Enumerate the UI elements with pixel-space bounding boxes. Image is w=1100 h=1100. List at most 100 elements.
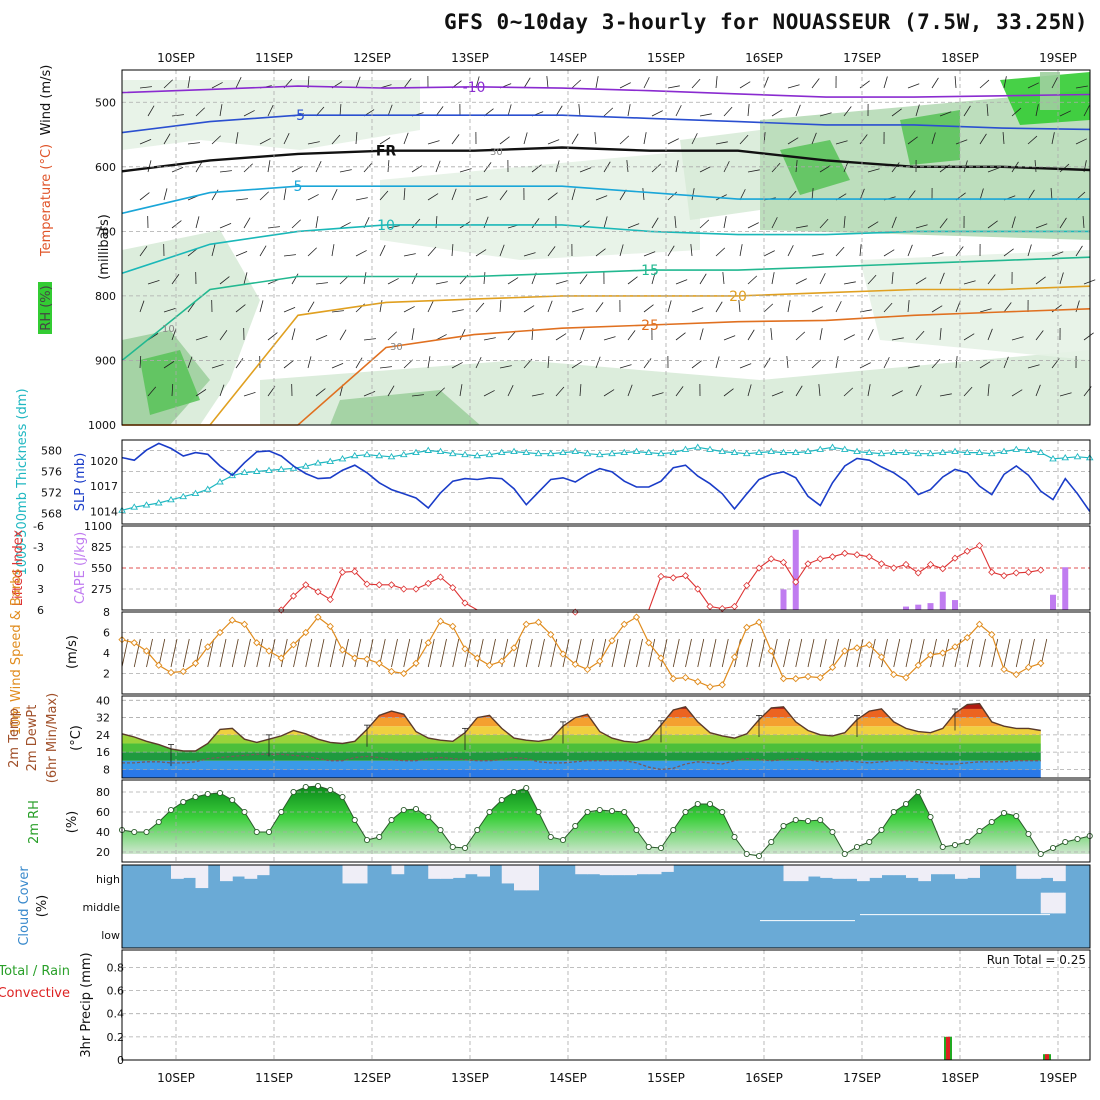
wind10-point	[657, 654, 665, 662]
wind-barb	[619, 82, 631, 89]
rh-point	[167, 806, 175, 814]
wind-barb	[235, 304, 246, 313]
cape-bar	[780, 589, 787, 610]
minmax-axis-label: (6hr Min/Max)	[45, 693, 60, 783]
cloud-high-gap	[452, 865, 466, 878]
lifted-line	[122, 544, 1041, 611]
thickness-point	[179, 492, 188, 500]
thickness-point	[730, 448, 739, 456]
wind-barb	[219, 276, 230, 285]
wind-barb	[715, 76, 718, 89]
wind-barb	[219, 170, 232, 173]
thickness-point	[951, 447, 959, 454]
wind-barb	[651, 272, 656, 285]
bottom-date-label: 16SEP	[745, 1071, 783, 1085]
thickness-point	[240, 468, 249, 475]
wind-barb	[546, 76, 549, 89]
wind-barb	[627, 330, 636, 341]
wind-barb	[627, 104, 631, 117]
wind-barb	[211, 189, 219, 201]
rh-point	[621, 808, 628, 816]
wind-barb	[1075, 85, 1088, 89]
slp-line	[121, 442, 1091, 512]
wind10-barb	[623, 638, 631, 668]
thickness-point	[191, 489, 200, 496]
cloud-high-gap	[342, 865, 356, 884]
wind-barb	[651, 110, 663, 117]
cape-tick: 825	[91, 541, 112, 554]
isotherm-label: 25	[641, 318, 659, 334]
thickness-point	[485, 450, 494, 458]
wind-barb	[523, 77, 531, 89]
cloud-high-gap	[428, 865, 441, 879]
wind-barb	[675, 332, 686, 341]
wind-barb	[243, 110, 255, 117]
wind10-barb	[709, 638, 717, 668]
bottom-date-label: 19SEP	[1039, 1071, 1077, 1085]
cloud-high-gap	[1016, 865, 1029, 879]
cloud-high-gap	[624, 865, 637, 876]
bottom-date-label: 11SEP	[255, 1071, 293, 1085]
rh-shade	[122, 80, 420, 150]
pressure-tick: 700	[95, 225, 116, 238]
wind-barb	[859, 134, 868, 145]
wind-barb	[459, 384, 463, 397]
wind-barb	[787, 245, 794, 257]
wind-barb	[547, 356, 550, 369]
isotherm	[121, 256, 1091, 362]
wind-barb	[427, 246, 437, 257]
wind10-point	[743, 623, 751, 632]
lifted-point	[326, 595, 334, 604]
lifted-point	[314, 588, 322, 596]
wind-barb	[771, 272, 775, 285]
rh-shade	[860, 250, 1090, 360]
thickness-point	[926, 449, 935, 457]
wind-barb	[235, 251, 248, 257]
wind-barb	[523, 132, 528, 145]
wind-barb	[243, 217, 251, 229]
wind10-point	[155, 661, 163, 669]
rh-shade	[140, 350, 200, 415]
thickness-point	[877, 449, 886, 457]
rh-point	[780, 822, 787, 830]
wind-barb	[379, 366, 392, 369]
lifted-point	[841, 549, 849, 557]
wind-barb	[907, 83, 920, 89]
thickness-point	[277, 465, 286, 472]
wind-barb	[171, 114, 184, 117]
rh-line	[121, 785, 1090, 857]
rh2m-panel: 20 40 60 80 2m RH (%)	[27, 779, 1093, 863]
wind-barb	[1059, 272, 1064, 285]
thickness-point	[167, 495, 175, 503]
wind-barb	[787, 300, 791, 313]
wind-barb	[475, 196, 488, 201]
wind10-barb	[342, 638, 349, 668]
bottom-date-label: 12SEP	[353, 1071, 391, 1085]
wind10-point	[216, 628, 224, 637]
wind10-point	[975, 620, 984, 628]
wind10-panel: 2 4 6 8 10m Wind Speed & Barbs (m/s)	[9, 569, 1091, 735]
wind-barb	[363, 162, 373, 173]
wind-barb	[219, 223, 232, 229]
wind-barb	[747, 222, 759, 229]
precip-frame	[121, 949, 1091, 1061]
wind-barb	[811, 306, 823, 313]
lifted-point	[694, 585, 702, 593]
wind-barb	[499, 300, 502, 313]
wind10-point	[926, 651, 935, 659]
wind-barb	[915, 277, 927, 285]
wind-barb	[195, 216, 200, 229]
wind10-point	[277, 654, 285, 662]
lifted-point	[338, 568, 347, 576]
rh-point	[951, 841, 959, 849]
cloud-high-gap	[1028, 865, 1042, 879]
wind-barb	[987, 384, 990, 397]
wind10-point	[130, 639, 138, 647]
wind-barb	[763, 357, 771, 369]
rh-point	[1049, 844, 1057, 852]
rh-point	[376, 833, 383, 841]
wind-barb	[763, 303, 774, 313]
top-date-label: 15SEP	[647, 51, 685, 65]
thickness-point	[412, 448, 420, 456]
thickness-point	[216, 478, 224, 485]
